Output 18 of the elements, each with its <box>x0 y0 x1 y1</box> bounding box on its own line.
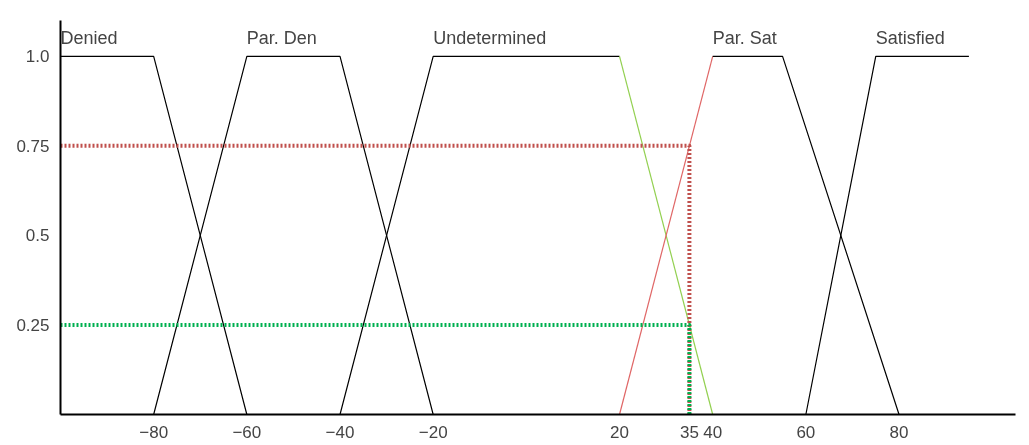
series-label: Denied <box>60 28 118 49</box>
x-tick-label: −20 <box>418 422 448 442</box>
x-tick-label: 35 <box>679 422 699 442</box>
series-label: Undetermined <box>433 28 547 49</box>
y-tick-label: 0.75 <box>16 136 50 156</box>
x-tick-label: 60 <box>796 422 816 442</box>
x-tick-label: −80 <box>139 422 169 442</box>
y-tick-label: 0.25 <box>16 315 50 335</box>
series-label: Par. Sat <box>712 28 777 49</box>
series-label: Satisfied <box>875 28 945 49</box>
y-tick-label: 0.5 <box>25 226 50 246</box>
x-tick-label: 40 <box>703 422 723 442</box>
x-tick-label: 20 <box>610 422 629 442</box>
series-label: Par. Den <box>246 28 317 49</box>
x-tick-label: 80 <box>889 422 909 442</box>
y-tick-label: 1.0 <box>25 47 50 67</box>
x-tick-label: −40 <box>325 422 355 442</box>
x-tick-label: −60 <box>232 422 262 442</box>
